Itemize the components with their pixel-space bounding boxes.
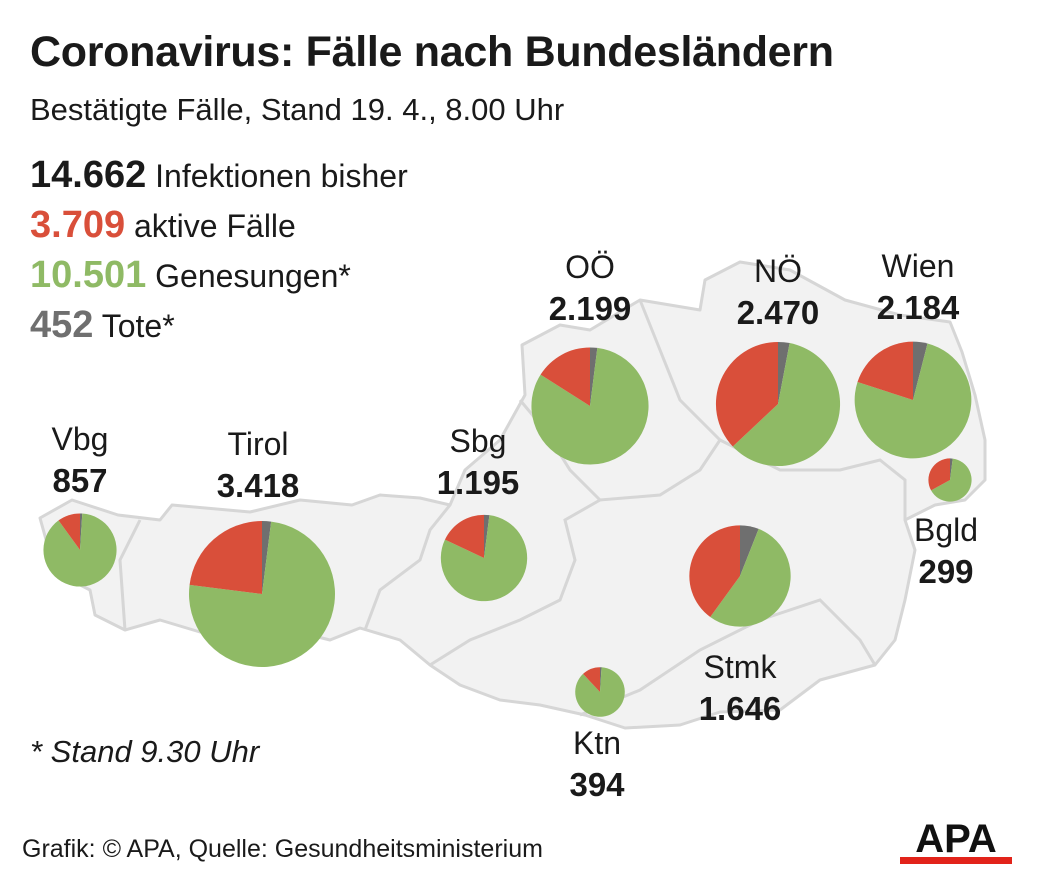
region-cases-label: 1.195: [437, 464, 520, 501]
region-name-label: Vbg: [52, 421, 109, 457]
stat-recovered-label: Genesungen*: [155, 258, 351, 294]
recovered-slice: [854, 343, 972, 459]
pie-vbg: [43, 513, 117, 587]
deaths-slice: [484, 514, 490, 558]
region-cases-label: 2.199: [549, 290, 632, 327]
region-name-label: Sbg: [450, 423, 507, 459]
apa-logo: APA: [900, 817, 1012, 864]
state-border: [363, 504, 452, 631]
pie-bgld: [928, 458, 972, 502]
stat-deaths-value: 452: [30, 304, 94, 346]
active-slice: [689, 525, 740, 617]
stat-total-infections: 14.662 Infektionen bisher: [30, 154, 408, 197]
region-name-label: NÖ: [754, 253, 802, 289]
region-cases-label: 1.646: [699, 690, 782, 727]
stat-recovered-value: 10.501: [30, 254, 147, 296]
recovered-slice: [440, 515, 528, 602]
region-name-label: Ktn: [573, 725, 621, 761]
deaths-slice: [600, 667, 602, 692]
stat-deaths: 452 Tote*: [30, 304, 175, 347]
active-slice: [444, 514, 484, 558]
deaths-slice: [262, 521, 272, 594]
deaths-slice: [740, 525, 759, 576]
stat-active-cases: 3.709 aktive Fälle: [30, 204, 296, 247]
deaths-slice: [913, 341, 928, 400]
pie-tirol: [188, 521, 335, 668]
active-slice: [928, 458, 950, 491]
pie-sbg: [440, 514, 528, 602]
region-name-label: Wien: [882, 248, 955, 284]
footnote: * Stand 9.30 Uhr: [30, 734, 260, 769]
recovered-slice: [931, 458, 972, 502]
apa-logo-bar: [900, 857, 1012, 864]
apa-logo-text: APA: [915, 817, 996, 861]
region-name-label: Tirol: [227, 426, 288, 462]
stat-total-label: Infektionen bisher: [155, 158, 408, 194]
active-slice: [189, 521, 262, 594]
deaths-slice: [80, 513, 83, 550]
active-slice: [857, 341, 913, 400]
region-cases-label: 299: [918, 553, 973, 590]
stat-active-value: 3.709: [30, 204, 126, 246]
state-border: [638, 299, 722, 442]
pie-ktn: [575, 667, 625, 717]
region-name-label: OÖ: [565, 249, 615, 285]
deaths-slice: [950, 458, 953, 480]
deaths-slice: [590, 347, 598, 406]
pie-wien: [854, 341, 972, 459]
stat-deaths-label: Tote*: [101, 308, 175, 344]
source-credit: Grafik: © APA, Quelle: Gesundheitsminist…: [22, 835, 543, 863]
chart-subtitle: Bestätigte Fälle, Stand 19. 4., 8.00 Uhr: [30, 92, 565, 127]
active-slice: [715, 341, 778, 447]
region-cases-label: 3.418: [217, 467, 300, 504]
recovered-slice: [710, 528, 791, 627]
stat-total-value: 14.662: [30, 154, 147, 196]
region-cases-label: 2.184: [877, 289, 960, 326]
recovered-slice: [531, 347, 649, 465]
active-slice: [540, 347, 590, 406]
region-cases-label: 2.470: [737, 294, 820, 331]
state-border: [118, 519, 142, 631]
active-slice: [58, 513, 80, 550]
deaths-slice: [778, 341, 790, 404]
recovered-slice: [575, 667, 625, 717]
active-slice: [583, 667, 600, 692]
region-name-label: Bgld: [914, 512, 978, 548]
stat-recovered: 10.501 Genesungen*: [30, 254, 351, 297]
pie-stmk: [689, 525, 791, 627]
region-cases-label: 394: [569, 766, 625, 803]
region-labels: Vbg 857 Tirol 3.418 Sbg 1.195 OÖ 2.199 NÖ 2.470 Wi…: [52, 248, 978, 803]
state-border: [429, 498, 601, 667]
recovered-slice: [188, 521, 335, 668]
region-name-label: Stmk: [704, 649, 778, 685]
recovered-slice: [732, 343, 841, 467]
region-cases-label: 857: [52, 462, 107, 499]
pie-charts: [43, 341, 972, 717]
stat-active-label: aktive Fälle: [133, 208, 296, 244]
pie-nö: [715, 341, 841, 467]
pie-oö: [531, 347, 649, 465]
recovered-slice: [43, 513, 117, 587]
chart-title: Coronavirus: Fälle nach Bundesländern: [30, 28, 834, 76]
